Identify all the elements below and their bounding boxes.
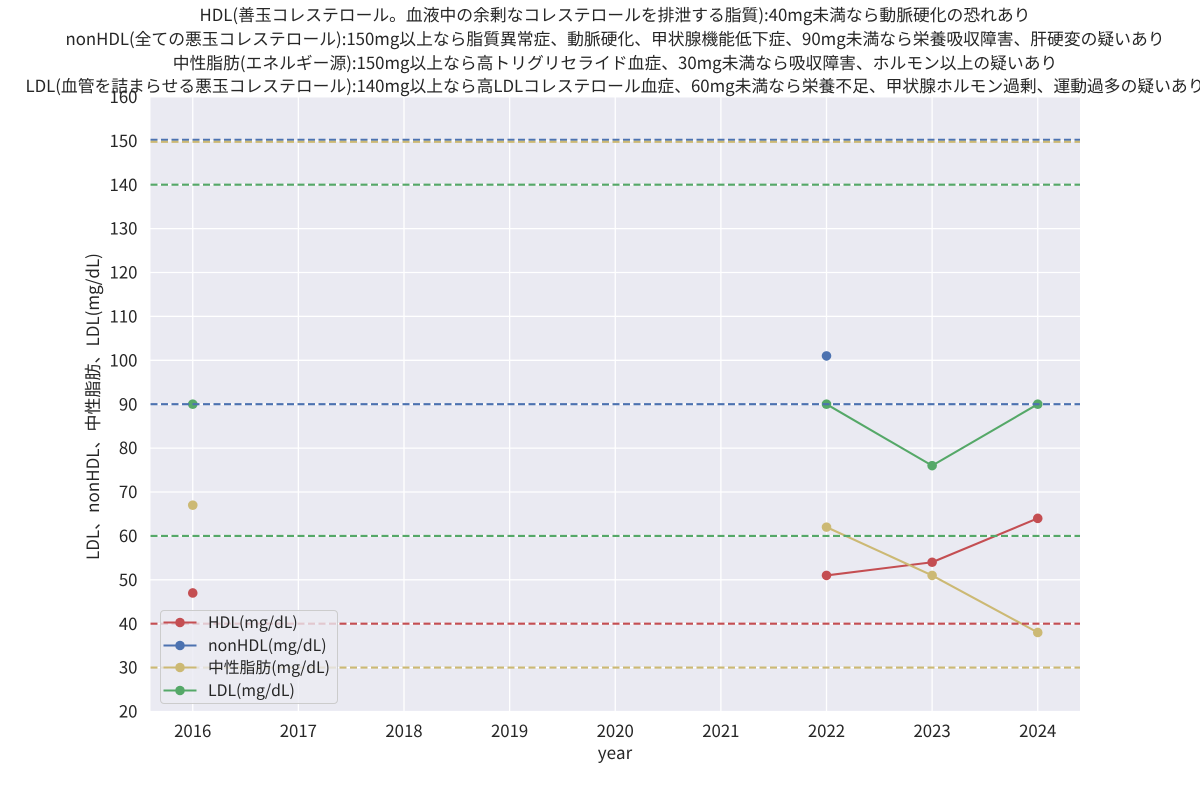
legend-swatch-ldl-icon [163, 685, 197, 695]
legend-swatch-dot [175, 640, 185, 650]
legend-label-nonhdl: nonHDL(mg/dL) [208, 632, 327, 656]
series-marker-0 [187, 588, 198, 598]
y-tick-label: 80 [119, 435, 138, 459]
series-marker-2 [1032, 627, 1043, 638]
x-tick-label: 2018 [385, 718, 422, 742]
series-marker-1 [821, 351, 832, 361]
x-tick-label: 2024 [1019, 718, 1056, 742]
legend-label-triglyceride: 中性脂肪(mg/dL) [208, 655, 330, 679]
y-tick-label: 20 [119, 699, 138, 723]
series-marker-2 [821, 522, 832, 532]
y-tick-label: 40 [119, 611, 138, 635]
y-tick-label: 120 [110, 260, 138, 284]
chart-title-line-nonhdl: nonHDL(全ての悪玉コレステロール):150mg以上なら脂質異常症、動脈硬化… [65, 25, 1165, 50]
chart-title-line-ldl: LDL(血管を詰まらせる悪玉コレステロール):140mg以上なら高LDLコレステ… [25, 73, 1200, 98]
y-tick-label: 100 [110, 347, 138, 371]
y-tick-label: 140 [110, 172, 138, 196]
legend-swatch-dot [175, 617, 185, 628]
x-tick-label: 2022 [808, 718, 845, 742]
legend-label-hdl: HDL(mg/dL) [208, 610, 298, 634]
y-tick-label: 50 [119, 567, 138, 591]
legend-swatch-dot [175, 662, 185, 673]
y-tick-label: 60 [119, 523, 138, 547]
chart-title-line-hdl: HDL(善玉コレステロール。血液中の余剰なコレステロールを排泄する脂質):40m… [199, 2, 1031, 27]
legend-item-ldl: LDL(mg/dL) [163, 677, 337, 702]
legend: HDL(mg/dL) nonHDL(mg/dL) 中性脂肪(mg/dL) LDL… [160, 609, 338, 704]
chart-title-line-triglyceride: 中性脂肪(エネルギー源):150mg以上なら高トリグリセライド血症、30mg未満… [172, 49, 1058, 74]
y-tick-label: 110 [110, 304, 138, 328]
legend-swatch-triglyceride-icon [163, 662, 197, 673]
y-tick-label: 30 [119, 655, 138, 679]
x-tick-label: 2017 [280, 718, 317, 742]
series-marker-2 [927, 570, 937, 581]
legend-item-nonhdl: nonHDL(mg/dL) [163, 632, 337, 657]
series-marker-3 [927, 460, 937, 471]
x-tick-label: 2019 [491, 718, 528, 742]
legend-swatch-dot [175, 685, 185, 695]
y-tick-label: 150 [110, 128, 138, 152]
x-tick-label: 2020 [597, 718, 634, 742]
legend-item-hdl: HDL(mg/dL) [163, 611, 337, 634]
y-axis-label: LDL、nonHDL、中性脂肪、LDL(mg/dL) [78, 253, 104, 560]
y-tick-label: 160 [110, 84, 138, 108]
legend-item-triglyceride: 中性脂肪(mg/dL) [163, 656, 337, 679]
legend-label-ldl: LDL(mg/dL) [208, 677, 295, 701]
x-tick-label: 2016 [174, 718, 211, 742]
x-tick-label: 2023 [913, 718, 950, 742]
y-tick-label: 70 [119, 479, 138, 503]
chart-title: HDL(善玉コレステロール。血液中の余剰なコレステロールを排泄する脂質):40m… [15, 2, 1200, 98]
y-tick-label: 90 [119, 391, 138, 415]
legend-swatch-hdl-icon [163, 617, 197, 628]
legend-swatch-nonhdl-icon [163, 640, 197, 650]
x-axis-label: year [597, 739, 633, 764]
x-tick-label: 2021 [702, 718, 739, 742]
series-marker-0 [927, 557, 937, 568]
y-tick-label: 130 [110, 216, 138, 240]
series-marker-0 [821, 570, 832, 581]
series-marker-2 [187, 500, 198, 510]
series-marker-0 [1032, 513, 1043, 524]
